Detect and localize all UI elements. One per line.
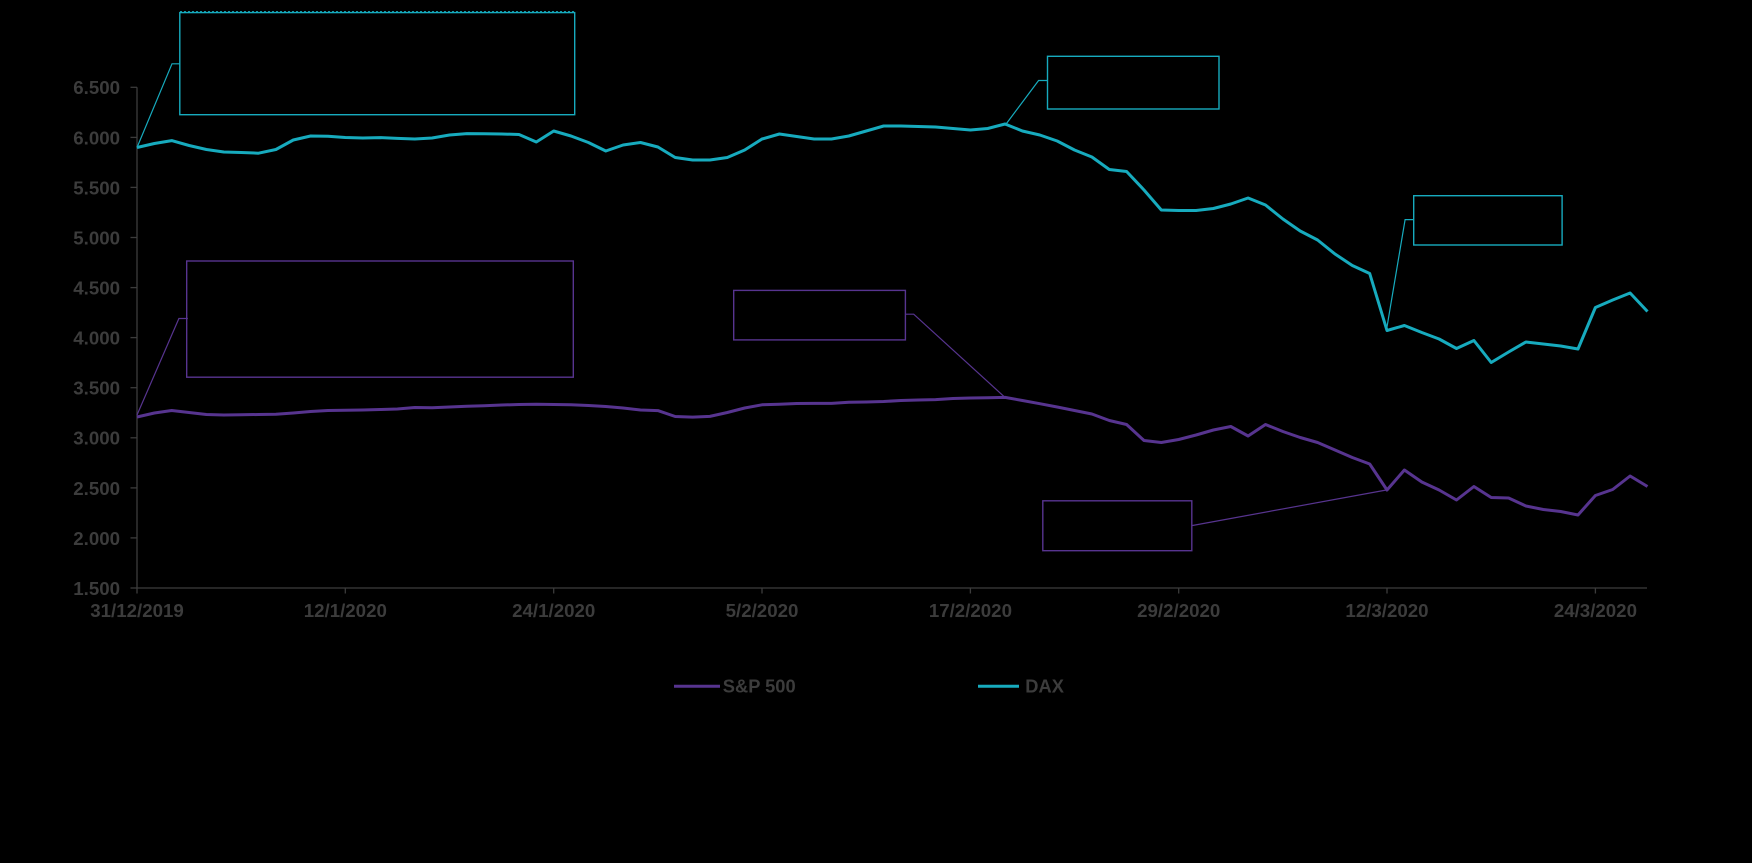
svg-text:24/3/2020: 24/3/2020 xyxy=(1554,600,1637,621)
svg-text:3.500: 3.500 xyxy=(73,378,120,399)
svg-text:5/2/2020: 5/2/2020 xyxy=(726,600,799,621)
svg-text:6.000: 6.000 xyxy=(73,127,120,148)
svg-text:6.500: 6.500 xyxy=(73,77,120,98)
svg-text:24/1/2020: 24/1/2020 xyxy=(512,600,595,621)
svg-text:2.500: 2.500 xyxy=(73,478,120,499)
svg-text:12/1/2020: 12/1/2020 xyxy=(304,600,387,621)
svg-text:29/2/2020: 29/2/2020 xyxy=(1137,600,1220,621)
svg-text:2.000: 2.000 xyxy=(73,528,120,549)
svg-text:4.000: 4.000 xyxy=(73,328,120,349)
svg-text:DAX: DAX xyxy=(1025,676,1064,697)
svg-text:31/12/2019: 31/12/2019 xyxy=(90,600,184,621)
svg-text:S&P 500: S&P 500 xyxy=(723,676,796,697)
svg-text:12/3/2020: 12/3/2020 xyxy=(1345,600,1428,621)
svg-text:17/2/2020: 17/2/2020 xyxy=(929,600,1012,621)
svg-text:1.500: 1.500 xyxy=(73,578,120,599)
svg-text:5.500: 5.500 xyxy=(73,177,120,198)
svg-text:3.000: 3.000 xyxy=(73,428,120,449)
svg-text:4.500: 4.500 xyxy=(73,278,120,299)
svg-text:5.000: 5.000 xyxy=(73,227,120,248)
